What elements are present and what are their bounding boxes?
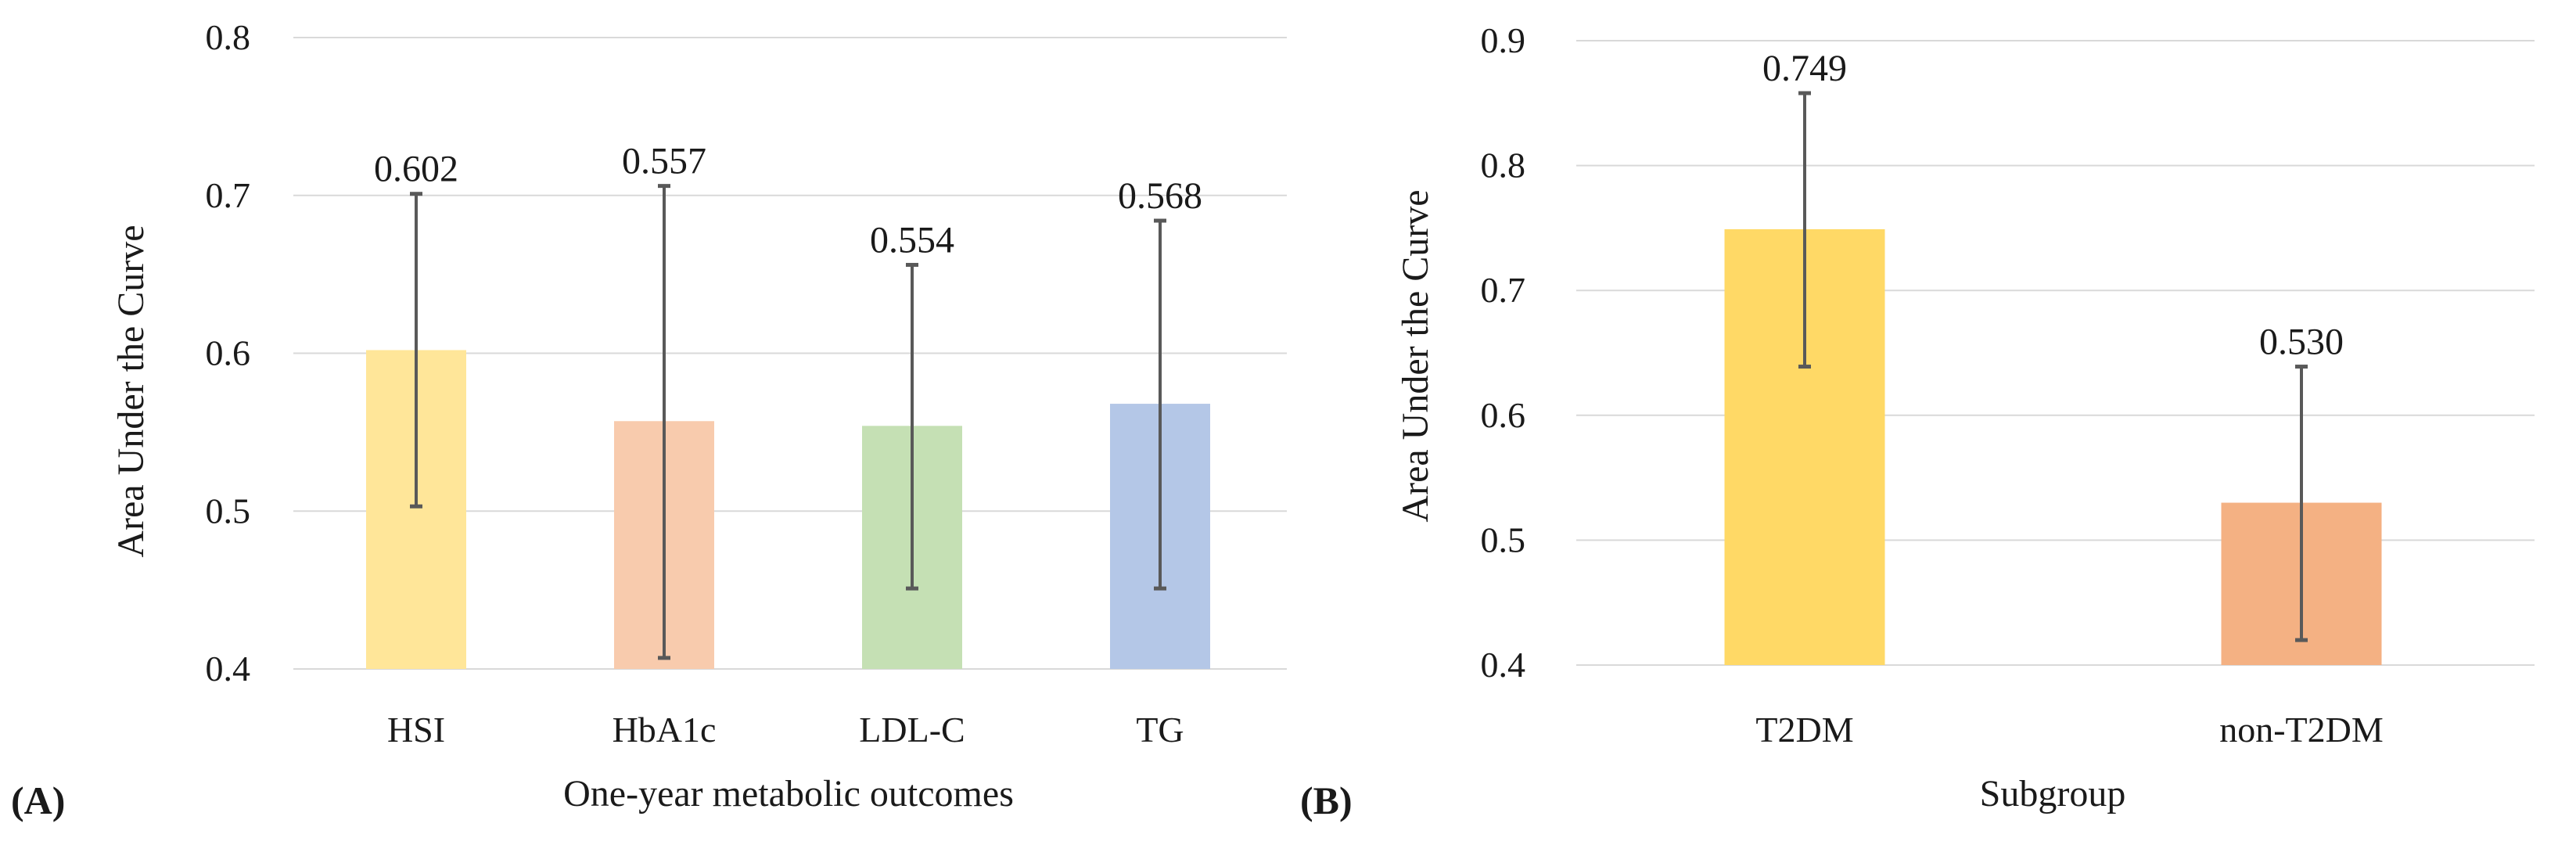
y-tick-label: 0.5 (206, 491, 251, 530)
panel-b-error-bars (1798, 91, 2308, 642)
y-tick-label: 0.6 (206, 333, 251, 373)
panel-b-x-ticks: T2DM non-T2DM (1755, 710, 2383, 750)
x-tick-label: TG (1136, 710, 1184, 750)
x-tick-label: HSI (387, 710, 445, 750)
y-tick-label: 0.6 (1481, 395, 1526, 435)
panel-b-y-ticks: 0.4 0.5 0.6 0.7 0.8 0.9 (1481, 20, 1526, 685)
panel-b-gridlines (1576, 40, 2535, 666)
y-tick-label: 0.7 (206, 175, 251, 215)
x-tick-label: non-T2DM (2219, 710, 2384, 750)
x-tick-label: LDL-C (859, 710, 965, 750)
y-tick-label: 0.4 (1481, 645, 1526, 685)
x-tick-label: HbA1c (613, 710, 717, 750)
y-tick-label: 0.9 (1481, 20, 1526, 60)
panel-b-x-axis-title: Subgroup (1980, 773, 2126, 814)
panel-b-bars (1724, 228, 2382, 666)
y-tick-label: 0.7 (1481, 270, 1526, 310)
data-label: 0.530 (2259, 322, 2344, 363)
y-tick-label: 0.5 (1481, 520, 1526, 559)
panel-b-y-axis-title: Area Under the Curve (1395, 189, 1436, 522)
x-tick-label: T2DM (1755, 710, 1853, 750)
panel-a-bars (366, 350, 1210, 669)
panel-b-data-labels: 0.749 0.530 (1762, 48, 2344, 363)
error-bar (906, 263, 918, 591)
data-label: 0.602 (374, 149, 458, 190)
y-tick-label: 0.8 (1481, 146, 1526, 185)
panel-a-auc-by-outcome: 0.4 0.5 0.6 0.7 0.8 HSI HbA1c LDL-C TG 0… (11, 17, 1287, 822)
panel-a-y-axis-title: Area Under the Curve (110, 225, 152, 557)
panel-a-x-ticks: HSI HbA1c LDL-C TG (387, 710, 1184, 750)
panel-a-y-ticks: 0.4 0.5 0.6 0.7 0.8 (206, 17, 251, 689)
data-label: 0.568 (1118, 175, 1202, 217)
data-label: 0.749 (1762, 48, 1847, 89)
panel-a-data-labels: 0.602 0.557 0.554 0.568 (374, 141, 1202, 261)
panel-b-letter: (B) (1300, 778, 1353, 822)
data-label: 0.557 (622, 141, 706, 182)
panel-a-x-axis-title: One-year metabolic outcomes (563, 773, 1014, 814)
error-bar (1798, 91, 1811, 369)
error-bar (1154, 218, 1166, 591)
data-label: 0.554 (870, 220, 954, 261)
y-tick-label: 0.8 (206, 17, 251, 57)
y-tick-label: 0.4 (206, 649, 251, 689)
panel-b-auc-by-subgroup: 0.4 0.5 0.6 0.7 0.8 0.9 T2DM non-T2DM 0.… (1300, 20, 2535, 822)
error-bar (658, 184, 670, 660)
panel-a-error-bars (410, 184, 1166, 660)
error-bar (410, 192, 422, 509)
panel-a-letter: (A) (11, 778, 65, 822)
error-bar (2295, 365, 2308, 642)
